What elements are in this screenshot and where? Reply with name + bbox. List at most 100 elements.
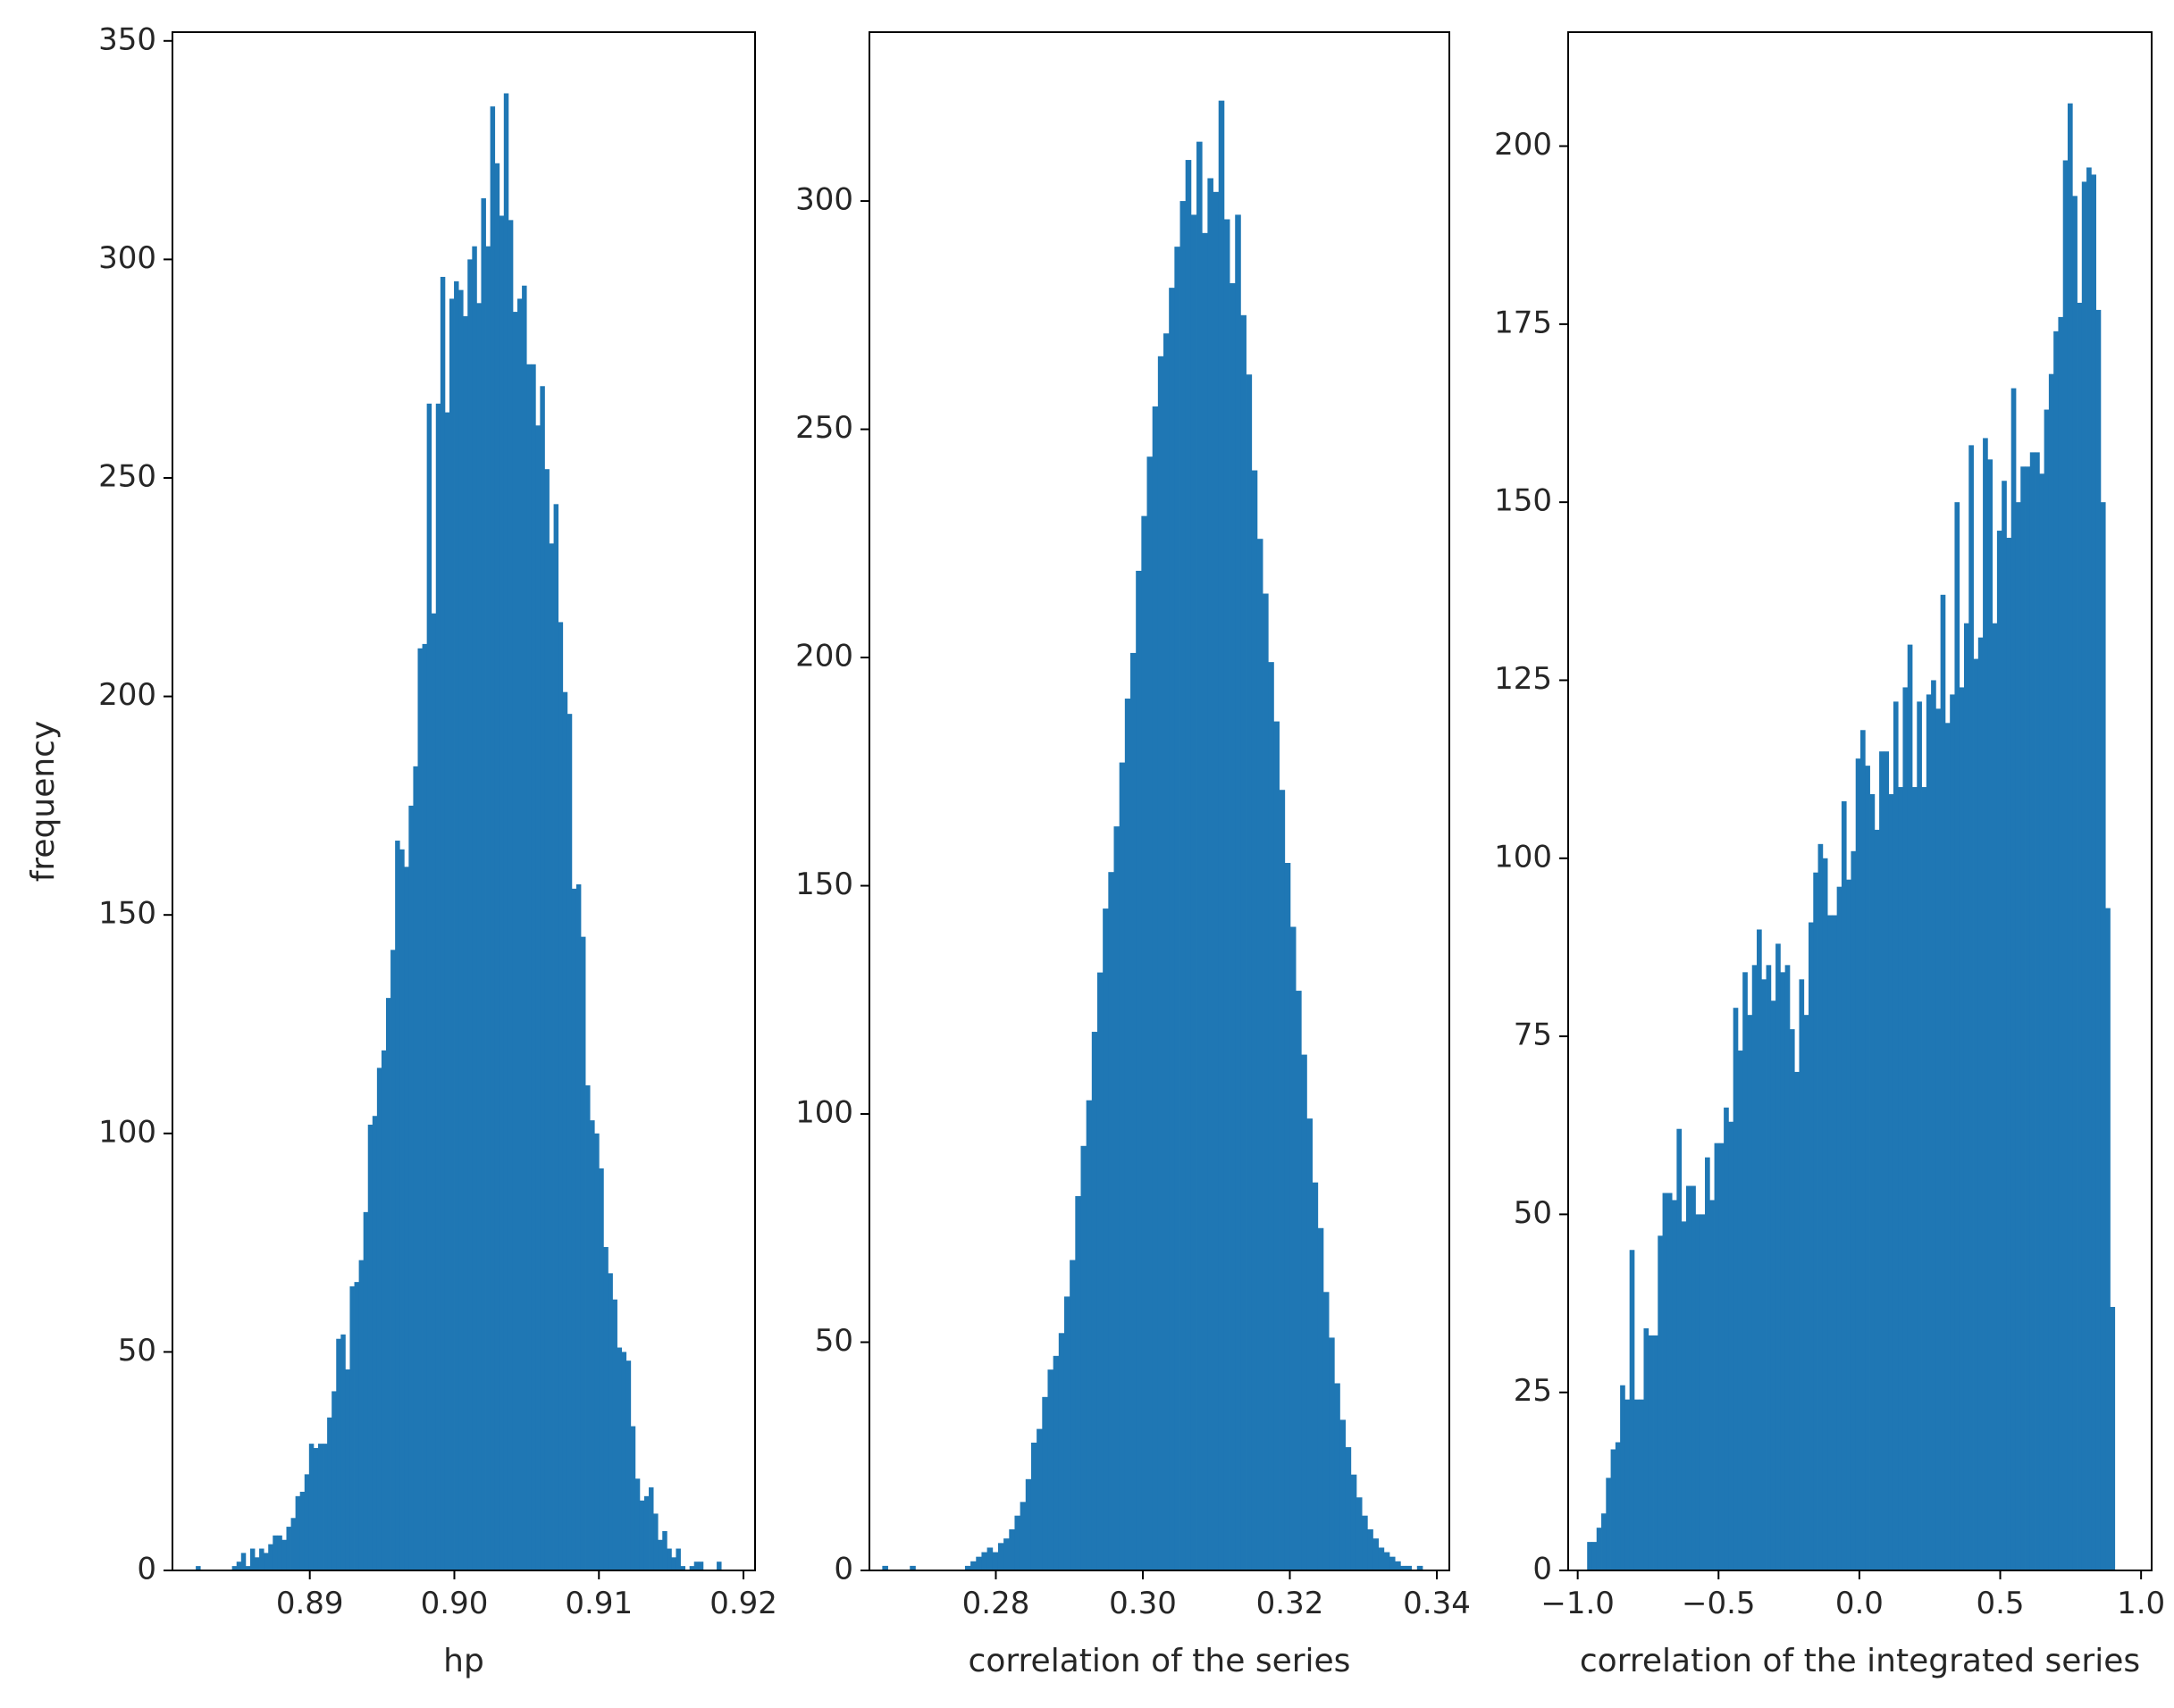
series-x-tick-label: 0.32 <box>1256 1586 1324 1621</box>
hp-histogram-bar <box>467 259 473 1570</box>
hp-histogram-bar <box>363 1211 369 1570</box>
series-histogram-bar <box>882 1565 888 1570</box>
series-histogram-bar <box>1103 908 1109 1570</box>
series-histogram-bar <box>1339 1419 1347 1570</box>
hp-histogram-bar <box>625 1361 632 1570</box>
hp-histogram-bar <box>413 766 418 1570</box>
integrated-histogram-bar <box>1926 694 1932 1570</box>
integrated-histogram-bar <box>1728 1121 1734 1570</box>
integrated-histogram-bar <box>1705 1157 1710 1570</box>
hp-histogram-bar <box>422 643 428 1570</box>
hp-histogram-bar <box>680 1566 685 1570</box>
hp-histogram-bar <box>376 1068 382 1570</box>
integrated-histogram-bar <box>2039 473 2045 1570</box>
hp-y-tick-label: 150 <box>98 896 156 932</box>
integrated-histogram-bar <box>1912 787 1918 1570</box>
series-histogram-bar <box>1356 1497 1363 1570</box>
hp-histogram-bar <box>531 364 536 1570</box>
integrated-histogram-bar <box>1817 843 1824 1570</box>
integrated-y-tick-label: 50 <box>1514 1195 1552 1231</box>
series-histogram-bar <box>910 1565 916 1570</box>
hp-histogram-bar <box>245 1566 251 1570</box>
series-histogram-bar <box>1372 1538 1380 1570</box>
series-histogram-bar <box>1345 1447 1352 1570</box>
hp-histogram-bar <box>259 1548 264 1570</box>
hp-histogram-bar <box>575 883 582 1570</box>
series-histogram-bar <box>1169 288 1175 1570</box>
series-histogram-bar <box>1367 1529 1373 1570</box>
hp-histogram-bar <box>476 303 482 1570</box>
hp-histogram-bar <box>417 648 423 1570</box>
series-histogram-bar <box>1108 872 1114 1570</box>
hp-histogram-bar <box>653 1513 659 1570</box>
series-histogram-bar <box>1146 456 1154 1571</box>
integrated-y-tick-label: 25 <box>1514 1373 1552 1409</box>
series-histogram-bar <box>997 1543 1004 1570</box>
series-histogram-bar <box>1389 1556 1396 1570</box>
hp-histogram-bar <box>372 1116 378 1570</box>
hp-histogram-bar <box>585 1084 591 1570</box>
hp-histogram-panel: 0 50 100 150 200 250 300 350 0.89 0.90 0.91 0.92 hp f… <box>25 21 777 1679</box>
integrated-histogram-bar <box>1869 794 1876 1570</box>
series-x-tick-label: 0.30 <box>1109 1586 1177 1621</box>
integrated-histogram-bar <box>1977 637 1984 1570</box>
integrated-histogram-bar <box>1935 708 1942 1570</box>
series-x-axis-label: correlation of the series <box>969 1643 1351 1679</box>
hp-y-tick-label: 0 <box>137 1552 156 1587</box>
integrated-histogram-bar <box>1963 623 1969 1571</box>
hp-histogram-bar <box>231 1566 238 1570</box>
series-histogram-bar <box>1350 1474 1357 1570</box>
hp-histogram-bar <box>512 312 518 1571</box>
hp-axes-frame <box>172 31 756 1571</box>
integrated-histogram-bar <box>1902 687 1909 1570</box>
hp-histogram-bar <box>313 1448 319 1570</box>
integrated-y-tick-label: 175 <box>1494 305 1552 340</box>
hp-histogram-bar <box>196 1566 201 1570</box>
series-histogram-bar <box>1240 314 1246 1570</box>
series-histogram-bar <box>1268 662 1274 1570</box>
integrated-histogram-bar <box>1931 680 1936 1570</box>
integrated-histogram-bar <box>1653 1335 1658 1570</box>
integrated-histogram-bar <box>1860 730 1866 1570</box>
series-histogram-bar <box>970 1561 977 1570</box>
integrated-histogram-bar <box>1601 1513 1607 1570</box>
series-histogram-bar <box>1053 1355 1060 1570</box>
integrated-histogram-bar <box>1648 1335 1654 1570</box>
hp-histogram-bar <box>485 246 491 1571</box>
hp-histogram-bar <box>340 1334 346 1570</box>
integrated-histogram-bar <box>1615 1442 1621 1570</box>
hp-y-tick-label: 50 <box>118 1333 156 1369</box>
hp-histogram-bar <box>630 1426 636 1570</box>
series-y-tick-label: 150 <box>795 867 853 902</box>
series-histogram-bar <box>1230 283 1236 1570</box>
series-histogram-bar <box>1279 790 1286 1570</box>
series-histogram-bar <box>1334 1383 1340 1570</box>
integrated-histogram-bar <box>1587 1542 1592 1570</box>
series-axes-frame <box>869 31 1450 1571</box>
integrated-histogram-bar <box>1827 915 1833 1570</box>
hp-histogram-bar <box>535 425 541 1570</box>
hp-histogram-bar <box>349 1286 355 1570</box>
series-y-tick-label: 300 <box>795 182 853 218</box>
integrated-series-correlation-histogram-panel: 0 25 50 75 100 125 150 175 200 −1.0 −0.5 0.0 0.5 1.0 c… <box>1494 31 2165 1679</box>
integrated-histogram-bar <box>1944 723 1951 1570</box>
integrated-histogram-bar <box>1950 694 1955 1570</box>
integrated-histogram-bar <box>1620 1385 1625 1570</box>
hp-histogram-bar <box>481 197 486 1570</box>
series-histogram-bar <box>1301 1054 1307 1570</box>
hp-histogram-bar <box>643 1495 650 1570</box>
hp-histogram-bar <box>273 1535 278 1570</box>
hp-x-tick-label: 0.92 <box>709 1586 777 1621</box>
series-histogram-bar <box>1284 862 1291 1570</box>
integrated-histogram-bar <box>1685 1185 1691 1570</box>
integrated-y-tick-label: 0 <box>1532 1552 1552 1587</box>
hp-histogram-bar <box>240 1553 247 1570</box>
integrated-histogram-bar <box>1780 972 1786 1570</box>
series-histogram-bar <box>1037 1428 1043 1570</box>
hp-histogram-bar <box>617 1347 623 1570</box>
series-histogram-bar <box>1190 214 1197 1570</box>
series-correlation-histogram-panel: 0 50 100 150 200 250 300 0.28 0.30 0.32 0.34 correl… <box>795 31 1471 1679</box>
hp-x-tick-label: 0.91 <box>565 1586 633 1621</box>
integrated-histogram-bar <box>2095 309 2102 1570</box>
integrated-histogram-bar <box>1676 1128 1683 1570</box>
